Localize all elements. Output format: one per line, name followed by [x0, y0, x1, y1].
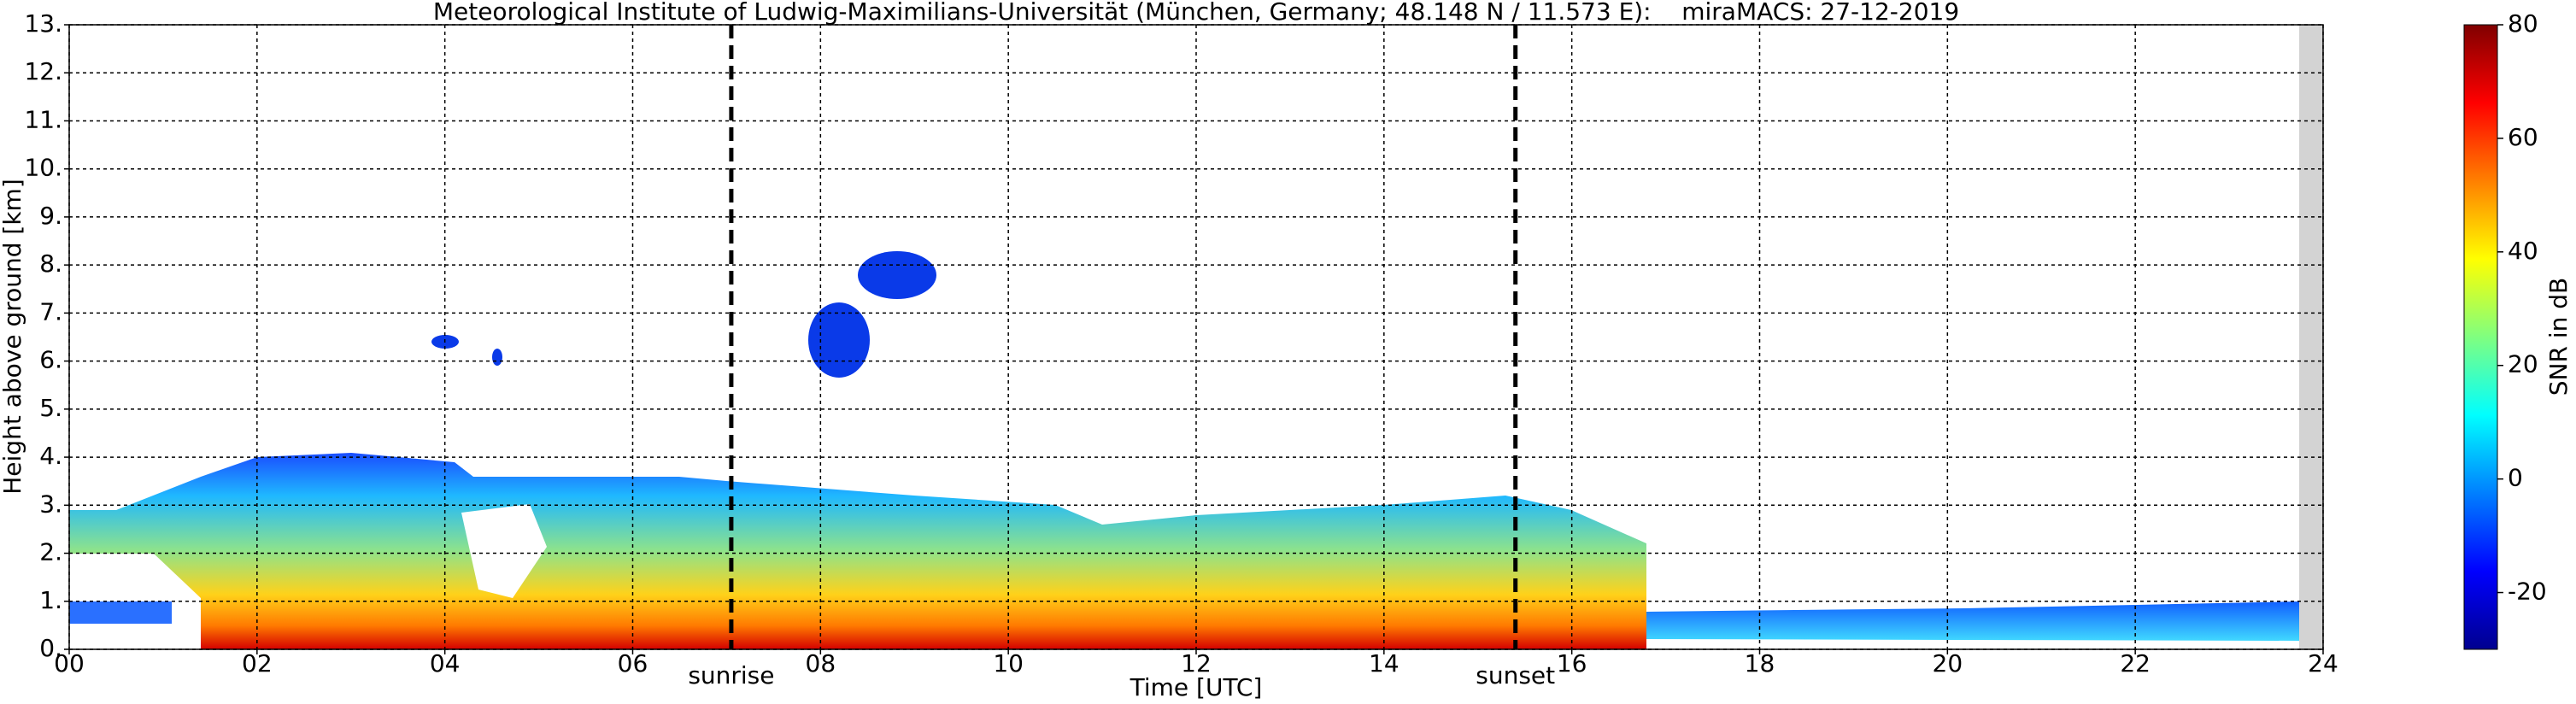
event-label: sunset [1476, 661, 1555, 689]
y-tick-label: 4. [39, 442, 62, 470]
y-tick-label: 0. [39, 634, 62, 662]
colorbar-label: SNR in dB [2544, 278, 2573, 396]
y-tick-label: 8. [39, 249, 62, 278]
colorbar-tick-label: 60 [2508, 123, 2538, 151]
colorbar [2463, 24, 2498, 650]
y-tick-label: 12. [24, 57, 62, 85]
colorbar-tick-label: 80 [2508, 9, 2538, 38]
y-tick-label: 6. [39, 346, 62, 374]
y-tick-label: 11. [24, 105, 62, 133]
y-axis-label: Height above ground [km] [0, 179, 26, 495]
colorbar-tick-label: -20 [2508, 578, 2547, 606]
colorbar-tick-label: 20 [2508, 350, 2538, 378]
y-tick-label: 5. [39, 394, 62, 422]
colorbar-tick-label: 40 [2508, 237, 2538, 265]
y-tick-label: 1. [39, 586, 62, 614]
y-tick-label: 9. [39, 202, 62, 230]
radar-echo [69, 25, 2323, 649]
plot-frame [68, 24, 2324, 650]
colorbar-tick-label: 0 [2508, 464, 2523, 492]
x-axis-label: Time [UTC] [1130, 673, 1263, 701]
y-tick-label: 10. [24, 154, 62, 182]
y-tick-label: 3. [39, 490, 62, 518]
y-tick-label: 2. [39, 538, 62, 566]
chart-title: Meteorological Institute of Ludwig-Maxim… [433, 0, 1959, 26]
y-tick-label: 13. [24, 9, 62, 38]
event-label: sunrise [688, 661, 774, 689]
y-tick-label: 7. [39, 297, 62, 326]
